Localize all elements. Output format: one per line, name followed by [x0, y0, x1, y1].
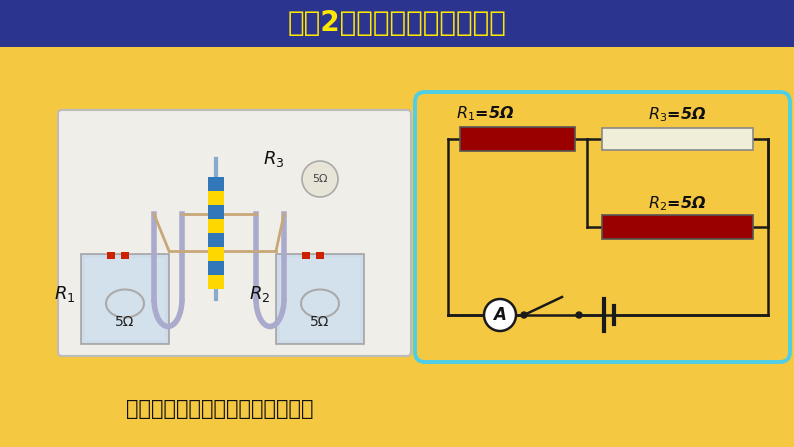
- Bar: [208, 247, 224, 261]
- Bar: [208, 233, 224, 247]
- Text: $R_1$=5Ω: $R_1$=5Ω: [456, 104, 515, 123]
- Text: 5Ω: 5Ω: [115, 315, 135, 329]
- FancyBboxPatch shape: [415, 92, 790, 362]
- Bar: [280, 258, 360, 340]
- FancyBboxPatch shape: [58, 110, 411, 356]
- Bar: [460, 127, 575, 151]
- Bar: [602, 128, 753, 150]
- Text: 实验2：研究电热与电流关系: 实验2：研究电热与电流关系: [287, 9, 507, 38]
- Text: A: A: [494, 306, 507, 324]
- Bar: [85, 258, 165, 340]
- Bar: [316, 252, 324, 259]
- Bar: [208, 191, 224, 205]
- Bar: [208, 177, 224, 191]
- Text: $R_1$: $R_1$: [54, 284, 75, 304]
- Bar: [208, 275, 224, 289]
- Text: $R_3$=5Ω: $R_3$=5Ω: [649, 105, 707, 124]
- Bar: [208, 261, 224, 275]
- Bar: [302, 252, 310, 259]
- Bar: [81, 254, 169, 344]
- Bar: [602, 215, 753, 239]
- Text: 5Ω: 5Ω: [310, 315, 330, 329]
- Bar: [208, 219, 224, 233]
- Bar: [208, 205, 224, 219]
- Circle shape: [302, 161, 338, 197]
- Bar: [276, 254, 364, 344]
- Bar: [107, 252, 115, 259]
- Circle shape: [521, 312, 527, 318]
- Circle shape: [484, 299, 516, 331]
- Text: 控制不变的量（电阻和通电时间）: 控制不变的量（电阻和通电时间）: [126, 399, 314, 419]
- Bar: [0, 0, 794, 47]
- Circle shape: [576, 312, 582, 318]
- Text: 5Ω: 5Ω: [312, 174, 328, 184]
- Text: $R_2$=5Ω: $R_2$=5Ω: [649, 194, 707, 213]
- Bar: [121, 252, 129, 259]
- Text: $R_3$: $R_3$: [263, 149, 284, 169]
- Text: $R_2$: $R_2$: [249, 284, 270, 304]
